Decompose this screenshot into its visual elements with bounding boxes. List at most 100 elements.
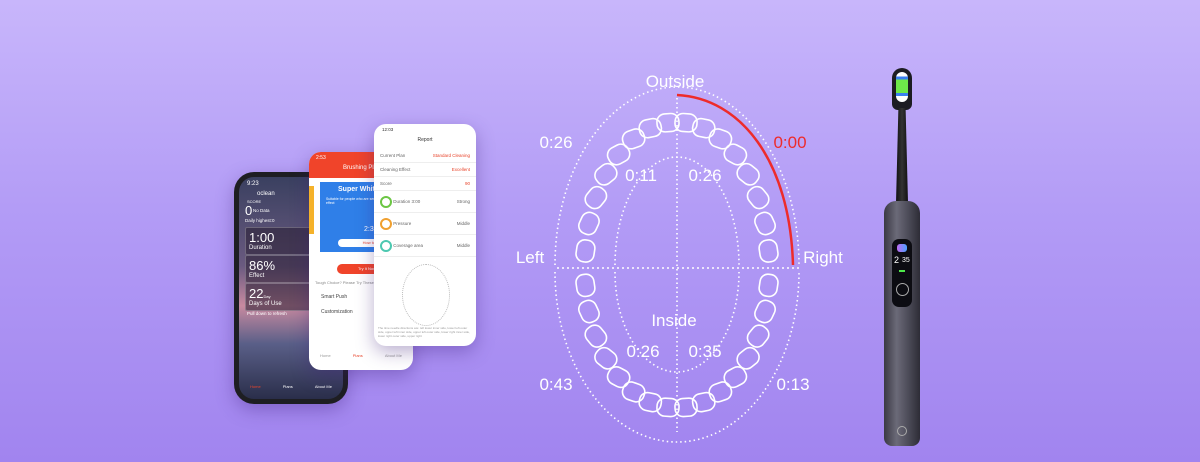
tooth	[674, 397, 698, 418]
days-unit: Day	[263, 294, 271, 299]
tooth	[758, 273, 779, 298]
tooth	[584, 185, 608, 210]
tooth	[758, 239, 779, 263]
days-label: Days of Use	[249, 301, 282, 307]
report-note: The time needle directions are: left low…	[378, 326, 470, 338]
bottom-nav: Home Plans About Me	[239, 384, 343, 389]
no-data: No Data	[253, 208, 270, 213]
label-upper-left-inner: 0:11	[625, 166, 657, 185]
tooth	[577, 299, 600, 324]
nav-about[interactable]: About Me	[384, 353, 402, 358]
tooth	[575, 239, 596, 263]
status-time: 2:53	[316, 155, 326, 161]
display-left: 2	[894, 255, 900, 265]
tooth	[708, 128, 733, 150]
report-row: Cleaning Effect Excellent	[374, 163, 476, 177]
tough-choice: Tough Choice? Please Try These	[315, 280, 374, 285]
tooth	[594, 346, 618, 370]
duration-label: Duration	[249, 245, 272, 251]
card-desc: Suitable for people who are seeking deep…	[326, 197, 407, 205]
tooth	[723, 143, 748, 166]
nav-home[interactable]: Home	[250, 384, 261, 389]
nav-home[interactable]: Home	[320, 353, 331, 358]
tooth	[691, 391, 716, 413]
label-lower-right-inner: 0:35	[688, 342, 722, 361]
tooth	[736, 162, 760, 186]
lower-outer-outline	[554, 271, 800, 443]
tooth	[754, 211, 777, 236]
effect-value: 86%	[249, 258, 276, 273]
plans-title: Brushing Plans	[343, 165, 384, 171]
tooth	[708, 381, 733, 403]
nav-plans[interactable]: Plans	[352, 353, 363, 358]
metric-pressure: Pressure Middle	[374, 213, 476, 235]
tooth	[575, 273, 596, 298]
power-button[interactable]	[896, 283, 909, 296]
duration-value: 1:00	[249, 230, 275, 245]
report-title: Report	[417, 137, 433, 143]
tooth	[606, 366, 631, 389]
label-lower-left-outer: 0:43	[539, 375, 573, 394]
tooth	[746, 324, 770, 348]
battery-indicator	[899, 270, 905, 272]
brush-neck	[896, 108, 908, 203]
smart-push-item[interactable]: Smart Push	[321, 294, 348, 300]
label-upper-right-outer: 0:00	[773, 133, 807, 152]
refresh-hint: Pull down to refresh	[247, 311, 287, 316]
tooth	[723, 366, 748, 389]
status-time: 9:23	[247, 181, 259, 187]
report-row: Current Plan Standard Cleaning	[374, 149, 476, 163]
label-lower-right-outer: 0:13	[776, 375, 810, 394]
nav-plans[interactable]: Plans	[282, 384, 293, 389]
phone-report-screen: 12:03 Report Current Plan Standard Cleani…	[374, 124, 476, 346]
metric-coverage: Coverage area Middle	[374, 235, 476, 257]
tooth	[754, 299, 777, 324]
tooth	[594, 162, 618, 186]
bristles	[896, 72, 908, 102]
tooth	[577, 211, 600, 236]
customization-item[interactable]: Customization	[321, 309, 353, 315]
tooth	[621, 128, 646, 150]
days-tile[interactable]: 22Day Days of Use	[245, 283, 313, 311]
progress-arc	[676, 93, 795, 266]
tooth	[621, 381, 646, 403]
side-card	[309, 186, 314, 234]
effect-label: Effect	[249, 273, 265, 279]
nav-about[interactable]: About Me	[314, 384, 332, 389]
brush-handle: 2 35	[884, 201, 920, 446]
username[interactable]: oclean	[257, 191, 275, 197]
smile-icon	[897, 244, 907, 252]
tooth	[584, 324, 608, 348]
label-right: Right	[803, 248, 843, 267]
daily-highest: Daily highest:0	[245, 218, 275, 223]
label-left: Left	[515, 248, 545, 267]
lower-inner-outline	[614, 271, 740, 373]
status-time: 12:03	[382, 127, 394, 132]
label-upper-left-outer: 0:26	[539, 133, 573, 152]
score-label: SCORE	[247, 199, 262, 204]
days-value: 22	[249, 286, 264, 301]
tooth	[656, 112, 680, 133]
card-title: Super Whitening	[338, 186, 394, 193]
label-lower-left-inner: 0:26	[626, 342, 660, 361]
label-upper-right-inner: 0:26	[688, 166, 722, 185]
report-row: Score 90	[374, 177, 476, 191]
label-inside: Inside	[651, 311, 697, 330]
timer: 2:30	[364, 226, 378, 233]
bottom-nav: Home Plans About Me	[309, 353, 413, 358]
brush-display: 2 35	[892, 239, 912, 307]
metric-duration: Duration 3:00 Strong	[374, 191, 476, 213]
brush-head	[892, 68, 912, 110]
brand-logo	[897, 426, 907, 436]
tooth	[656, 397, 680, 418]
tooth	[606, 143, 631, 166]
display-right: 35	[902, 257, 910, 264]
tooth	[736, 346, 760, 370]
tooth	[674, 112, 698, 133]
try-it-button[interactable]: Try It Now	[337, 264, 397, 274]
tooth	[746, 185, 770, 210]
how-to-use-button[interactable]: How to Use	[338, 239, 408, 247]
mini-teeth-diagram	[402, 264, 450, 326]
tooth	[638, 391, 663, 413]
